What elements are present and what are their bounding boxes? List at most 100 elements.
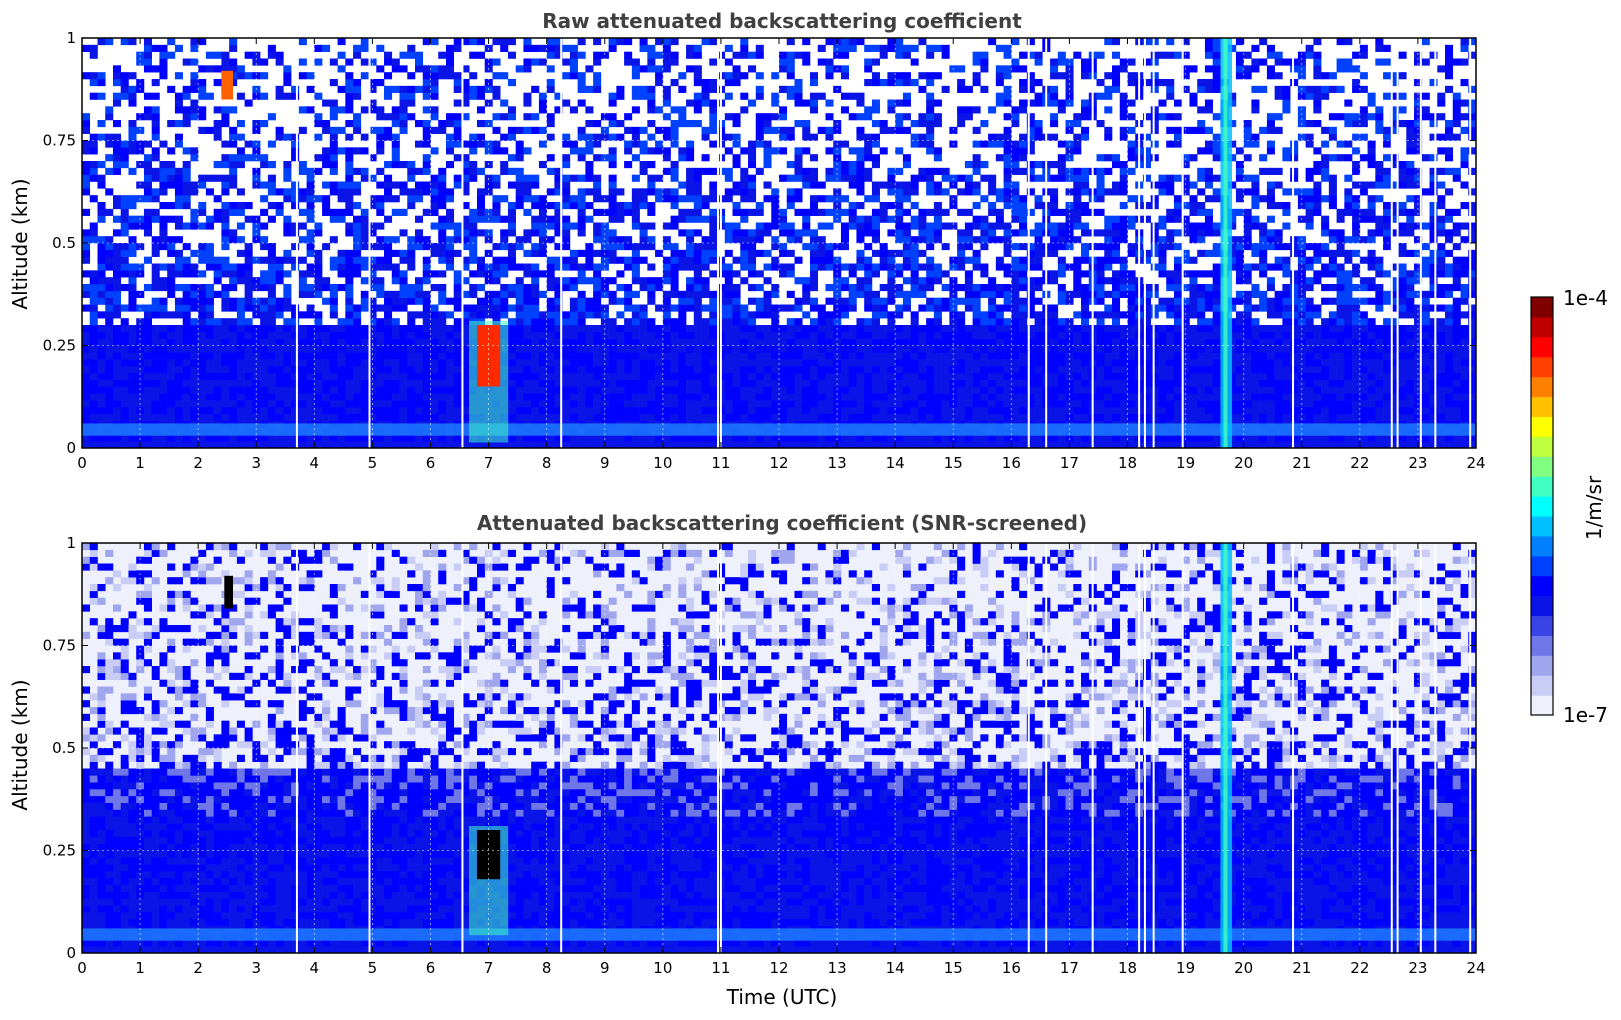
heatmap-cell xyxy=(298,270,307,278)
heatmap-cell xyxy=(786,290,795,298)
heatmap-cell xyxy=(995,345,1004,353)
heatmap-cell xyxy=(678,345,687,353)
heatmap-cell xyxy=(693,51,702,59)
heatmap-cell xyxy=(554,331,563,339)
heatmap-cell xyxy=(686,44,695,52)
heatmap-cell xyxy=(143,379,152,387)
heatmap-cell xyxy=(655,249,664,257)
heatmap-cell xyxy=(97,284,106,292)
heatmap-cell xyxy=(236,297,245,305)
heatmap-cell xyxy=(941,304,950,312)
heatmap-cell xyxy=(213,51,222,59)
heatmap-cell xyxy=(918,393,927,401)
heatmap-cell xyxy=(879,263,888,271)
heatmap-cell xyxy=(314,393,323,401)
heatmap-cell xyxy=(926,44,935,52)
heatmap-cell xyxy=(995,195,1004,203)
heatmap-cell xyxy=(910,434,919,442)
heatmap-cell xyxy=(686,236,695,244)
heatmap-cell xyxy=(631,434,640,442)
heatmap-cell xyxy=(198,400,207,408)
heatmap-cell xyxy=(143,338,152,346)
heatmap-cell xyxy=(1003,202,1012,210)
heatmap-cell xyxy=(430,222,439,230)
heatmap-cell xyxy=(840,311,849,319)
heatmap-cell xyxy=(391,270,400,278)
heatmap-cell xyxy=(345,277,354,285)
heatmap-cell xyxy=(128,167,137,175)
heatmap-cell xyxy=(174,359,183,367)
heatmap-cell xyxy=(112,79,122,87)
heatmap-cell xyxy=(1019,318,1028,326)
heatmap-cell xyxy=(895,304,904,312)
heatmap-cell xyxy=(159,338,168,346)
heatmap-cell xyxy=(964,188,973,196)
heatmap-cell xyxy=(624,345,633,353)
heatmap-cell xyxy=(577,79,586,87)
heatmap-cell xyxy=(972,249,981,257)
heatmap-cell xyxy=(709,195,718,203)
heatmap-cell xyxy=(809,133,819,141)
heatmap-cell xyxy=(105,400,114,408)
heatmap-cell xyxy=(275,413,284,421)
heatmap-cell xyxy=(709,311,718,319)
heatmap-cell xyxy=(848,167,857,175)
heatmap-cell xyxy=(538,161,547,169)
heatmap-cell xyxy=(755,386,764,394)
heatmap-cell xyxy=(453,236,462,244)
heatmap-cell xyxy=(89,236,98,244)
heatmap-cell xyxy=(1019,400,1028,408)
heatmap-cell xyxy=(244,99,253,107)
heatmap-cell xyxy=(980,318,989,326)
heatmap-cell xyxy=(779,113,788,121)
heatmap-cell xyxy=(577,85,586,93)
heatmap-cell xyxy=(221,359,230,367)
heatmap-cell xyxy=(1003,154,1012,162)
heatmap-cell xyxy=(593,72,602,80)
heatmap-cell xyxy=(608,120,617,128)
heatmap-cell xyxy=(430,359,439,367)
heatmap-cell xyxy=(213,331,222,339)
heatmap-cell xyxy=(82,366,91,374)
heatmap-cell xyxy=(515,277,524,285)
heatmap-cell xyxy=(143,359,152,367)
heatmap-cell xyxy=(957,188,966,196)
heatmap-cell xyxy=(1011,359,1020,367)
heatmap-cell xyxy=(221,386,230,394)
heatmap-cell xyxy=(182,222,191,230)
heatmap-cell xyxy=(159,229,168,237)
heatmap-cell xyxy=(329,113,338,121)
heatmap-cell xyxy=(314,167,323,175)
heatmap-cell xyxy=(376,393,385,401)
heatmap-cell xyxy=(995,72,1004,80)
heatmap-cell xyxy=(167,434,176,442)
heatmap-cell xyxy=(600,113,609,121)
heatmap-cell xyxy=(198,113,207,121)
heatmap-cell xyxy=(1003,331,1012,339)
heatmap-cell xyxy=(794,174,803,182)
heatmap-cell xyxy=(600,222,609,230)
heatmap-cell xyxy=(980,331,989,339)
heatmap-cell xyxy=(391,352,400,360)
heatmap-cell xyxy=(260,243,269,251)
heatmap-cell xyxy=(415,352,424,360)
heatmap-cell xyxy=(438,366,447,374)
heatmap-cell xyxy=(964,393,973,401)
heatmap-cell xyxy=(833,407,842,415)
heatmap-cell xyxy=(856,133,865,141)
heatmap-cell xyxy=(848,202,857,210)
heatmap-cell xyxy=(507,304,516,312)
heatmap-cell xyxy=(198,297,207,305)
heatmap-cell xyxy=(415,297,424,305)
heatmap-cell xyxy=(500,44,509,52)
heatmap-cell xyxy=(724,407,733,415)
heatmap-cell xyxy=(174,263,183,271)
heatmap-cell xyxy=(639,338,648,346)
heatmap-cell xyxy=(376,290,385,298)
heatmap-cell xyxy=(422,167,431,175)
heatmap-cell xyxy=(709,215,718,223)
heatmap-cell xyxy=(97,181,106,189)
heatmap-cell xyxy=(252,181,261,189)
heatmap-cell xyxy=(136,331,145,339)
heatmap-cell xyxy=(120,407,129,415)
